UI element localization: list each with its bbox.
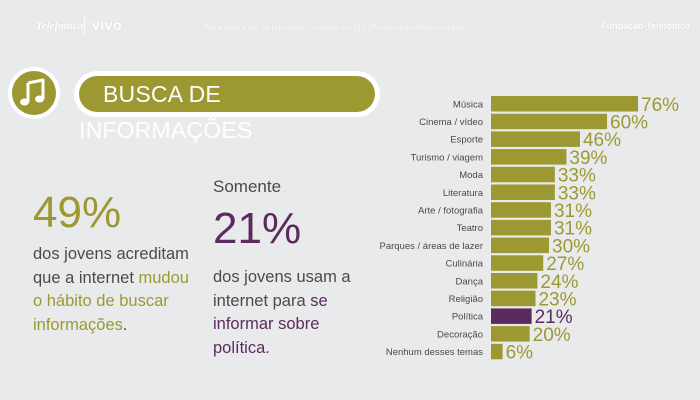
category-label: Teatro <box>457 223 483 234</box>
value-label: 46% <box>583 130 621 151</box>
value-label: 20% <box>533 325 571 346</box>
bar-2 <box>491 131 580 147</box>
bar-13 <box>491 326 530 342</box>
music-note-icon <box>20 78 45 106</box>
value-label: 31% <box>554 201 592 222</box>
category-label: Dança <box>456 276 484 287</box>
category-label: Arte / fotografia <box>418 205 484 216</box>
bar-4 <box>491 166 555 183</box>
top-bar: Telefonica vivo Faça download da pesquis… <box>0 0 700 58</box>
category-label: Esporte <box>450 135 483 146</box>
value-label: 30% <box>552 236 590 257</box>
value-label: 60% <box>610 112 648 133</box>
category-label: Religião <box>449 294 483 305</box>
category-label: Música <box>453 99 484 110</box>
bar-1 <box>491 113 608 130</box>
category-label: Decoração <box>437 329 483 340</box>
stat-21-description: dos jovens usam a internet para se infor… <box>213 266 373 360</box>
category-label: Turismo / viagem <box>411 152 484 163</box>
category-label: Culinária <box>446 259 484 270</box>
category-label: Nenhum desses temas <box>386 347 483 358</box>
stat-21-prefix: Somente <box>213 177 282 196</box>
category-label: Literatura <box>443 188 484 199</box>
value-label: 27% <box>546 254 584 275</box>
category-label: Parques / áreas de lazer <box>379 241 483 252</box>
value-label: 23% <box>538 289 576 310</box>
stat-49-text: dos jovens acreditam que a internet <box>33 245 189 287</box>
bar-7 <box>491 219 551 236</box>
music-badge <box>8 67 60 119</box>
bar-11 <box>491 290 536 307</box>
fundacao-logo: Fundação Telefônica <box>601 21 690 31</box>
bar-12 <box>491 308 532 324</box>
value-label: 21% <box>535 307 573 328</box>
category-label: Cinema / vídeo <box>419 117 483 128</box>
stat-21-highlight: se informar sobre política <box>213 291 328 357</box>
logo-divider <box>84 17 85 35</box>
bar-0 <box>491 96 638 112</box>
title-pill: BUSCA DE INFORMAÇÕES <box>74 71 380 143</box>
stat-49-description: dos jovens acreditam que a internet mudo… <box>33 243 193 337</box>
bar-9 <box>491 255 544 271</box>
value-label: 31% <box>554 219 592 240</box>
category-label: Política <box>452 312 484 323</box>
bar-14 <box>491 343 503 360</box>
category-label: Moda <box>459 170 483 181</box>
stat-21-value: 21% <box>213 204 302 253</box>
bar-3 <box>491 149 567 165</box>
download-link-text[interactable]: Faça download da pesquisa completa em ht… <box>204 23 465 32</box>
stat-49-highlight: mudou o hábito de buscar informações <box>33 268 189 334</box>
page-title: BUSCA DE INFORMAÇÕES <box>79 76 375 143</box>
music-badge-inner <box>12 71 56 115</box>
bar-10 <box>491 273 538 289</box>
value-label: 76% <box>641 95 679 116</box>
vivo-logo: vivo <box>92 17 123 33</box>
stat-49-period: . <box>122 315 128 334</box>
value-label: 33% <box>558 166 596 187</box>
telefonica-logo: Telefonica <box>36 20 84 32</box>
stat-21-text: dos jovens usam a internet para <box>213 268 351 310</box>
value-label: 39% <box>569 148 607 169</box>
bar-8 <box>491 237 550 254</box>
stat-49-value: 49% <box>33 188 122 237</box>
stat-21-period: . <box>265 338 270 357</box>
value-label: 33% <box>558 183 596 204</box>
value-label: 6% <box>506 343 534 364</box>
value-label: 24% <box>540 272 578 293</box>
bar-6 <box>491 202 551 218</box>
bar-5 <box>491 184 555 200</box>
